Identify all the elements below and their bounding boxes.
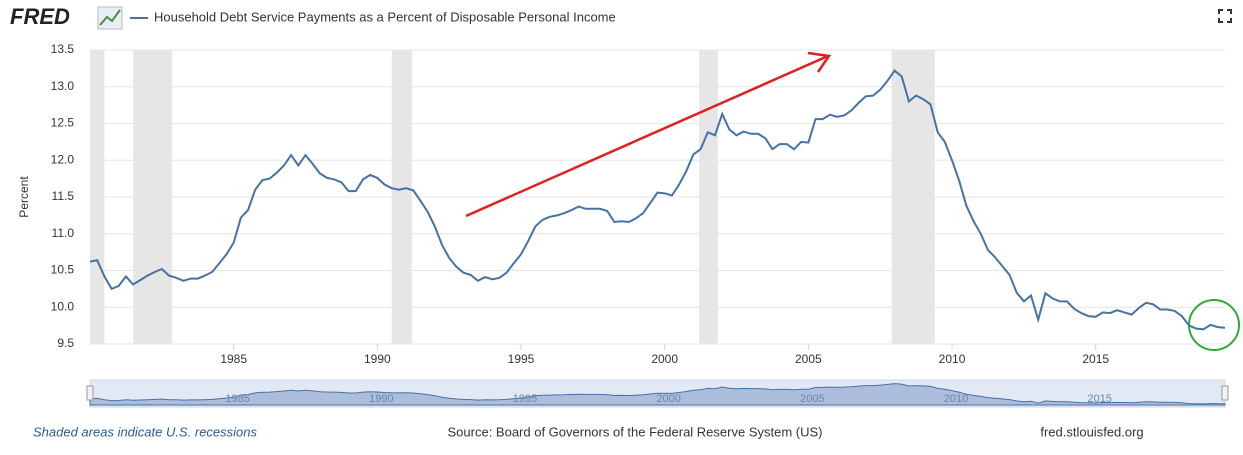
y-tick-label: 13.0 xyxy=(51,79,75,93)
x-tick-label: 2015 xyxy=(1082,352,1109,366)
navigator-label: 1995 xyxy=(513,393,537,405)
legend-label: Household Debt Service Payments as a Per… xyxy=(154,9,616,24)
red-arrow xyxy=(465,54,829,218)
data-line xyxy=(89,69,1226,331)
y-tick-label: 10.5 xyxy=(51,263,75,277)
y-tick-label: 12.5 xyxy=(51,116,75,130)
site-link[interactable]: fred.stlouisfed.org xyxy=(1040,424,1143,439)
x-tick-label: 2005 xyxy=(795,352,822,366)
y-axis-label: Percent xyxy=(17,176,31,218)
navigator-label: 2005 xyxy=(800,393,824,405)
y-tick-label: 11.0 xyxy=(52,226,75,240)
x-tick-label: 2010 xyxy=(939,352,966,366)
plot-area xyxy=(90,49,1225,345)
navigator-area xyxy=(89,383,1226,406)
y-tick-label: 9.5 xyxy=(57,336,74,350)
navigator-label: 1990 xyxy=(369,393,393,405)
navigator-label: 2010 xyxy=(944,393,968,405)
y-tick-label: 12.0 xyxy=(51,152,75,166)
navigator-label: 2015 xyxy=(1087,393,1111,405)
x-tick-label: 2000 xyxy=(651,352,678,366)
y-tick-label: 11.5 xyxy=(52,189,75,203)
x-tick-label: 1995 xyxy=(508,352,535,366)
red-arrow-head xyxy=(807,51,832,73)
y-tick-label: 10.0 xyxy=(51,299,75,313)
x-tick-label: 1985 xyxy=(220,352,247,366)
logo-icon xyxy=(97,6,123,30)
logo: FRED xyxy=(10,4,70,29)
source: Source: Board of Governors of the Federa… xyxy=(448,424,823,439)
navigator-label: 2000 xyxy=(656,393,680,405)
navigator-label: 1985 xyxy=(225,393,249,405)
x-tick-label: 1990 xyxy=(364,352,391,366)
y-tick-label: 13.5 xyxy=(51,42,75,56)
navigator-handle[interactable] xyxy=(86,385,94,401)
recession-note: Shaded areas indicate U.S. recessions xyxy=(33,424,258,439)
navigator-handle[interactable] xyxy=(1221,385,1229,401)
fullscreen-icon[interactable] xyxy=(1218,9,1232,23)
